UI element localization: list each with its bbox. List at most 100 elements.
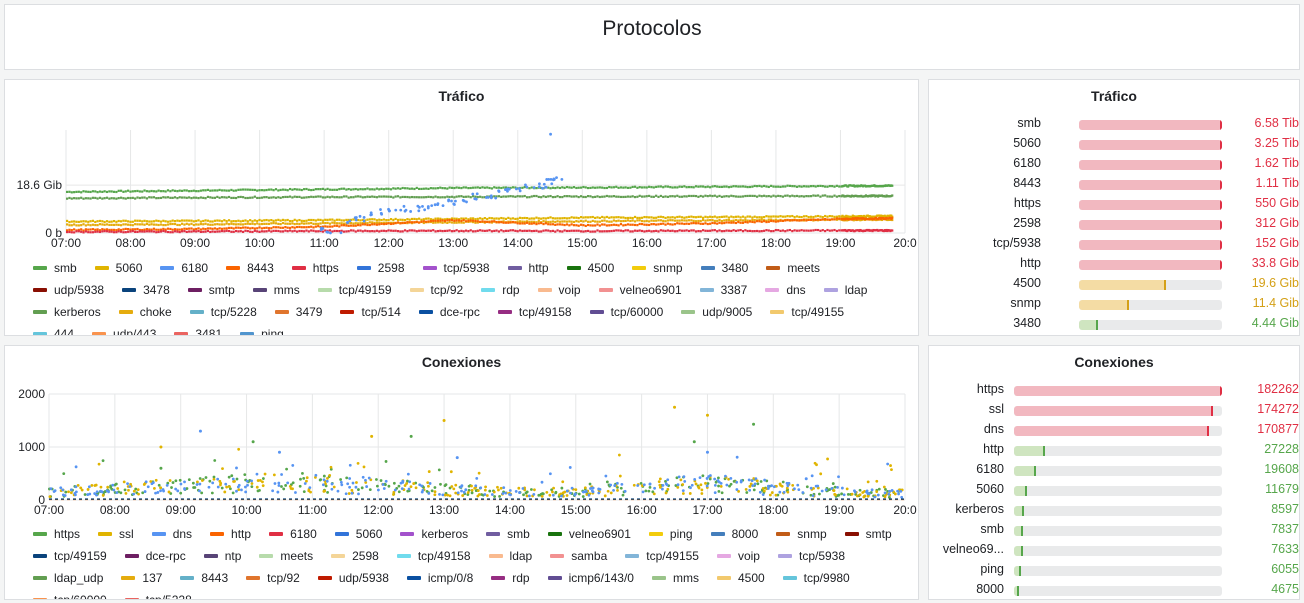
legend-item[interactable]: voip bbox=[537, 279, 581, 301]
bar-row[interactable]: kerberos 8597 bbox=[929, 502, 1299, 522]
bar-row[interactable]: smb 7837 bbox=[929, 522, 1299, 542]
legend-item[interactable]: udp/5938 bbox=[317, 567, 389, 589]
conn-bars-panel[interactable]: Conexiones https 182262 ssl 174272 dns 170877… bbox=[928, 345, 1300, 600]
legend-item[interactable]: 8443 bbox=[226, 257, 274, 279]
legend-item[interactable]: mms bbox=[252, 279, 300, 301]
bar-row[interactable]: 4500 19.6 Gib bbox=[929, 276, 1299, 296]
legend-item[interactable]: 3479 bbox=[274, 301, 322, 323]
conn-scatter-chart[interactable]: 07:00 08:00 09:00 10:00 11:00 12:00 13:00 14:00… bbox=[5, 382, 919, 552]
legend-item[interactable]: rdp bbox=[491, 567, 530, 589]
legend-item[interactable]: tcp/49155 bbox=[625, 545, 699, 567]
legend-item[interactable]: dce-rpc bbox=[418, 301, 480, 323]
legend-item[interactable]: mms bbox=[651, 567, 699, 589]
legend-item[interactable]: meets bbox=[766, 257, 820, 279]
bar-row[interactable]: dns 170877 bbox=[929, 422, 1299, 442]
legend-item[interactable]: dns bbox=[765, 279, 806, 301]
bar-row[interactable]: velneo69... 7633 bbox=[929, 542, 1299, 562]
legend-item[interactable]: 3481 bbox=[174, 323, 222, 335]
traffic-scatter-chart[interactable]: 07:00 08:00 09:00 10:00 11:00 12:00 13:00 14:00… bbox=[5, 120, 919, 290]
legend-item[interactable]: choke bbox=[118, 301, 172, 323]
legend-item[interactable]: 444 bbox=[33, 323, 74, 335]
legend-item[interactable]: tcp/92 bbox=[409, 279, 463, 301]
legend-item[interactable]: smtp bbox=[844, 523, 892, 545]
bar-row[interactable]: ping 6055 bbox=[929, 562, 1299, 582]
legend-item[interactable]: 137 bbox=[121, 567, 162, 589]
legend-item[interactable]: samba bbox=[550, 545, 607, 567]
legend-item[interactable]: 5060 bbox=[334, 523, 382, 545]
legend-item[interactable]: dns bbox=[151, 523, 192, 545]
legend-item[interactable]: velneo6901 bbox=[547, 523, 631, 545]
legend-item[interactable]: tcp/60000 bbox=[589, 301, 663, 323]
bar-row[interactable]: 8443 1.11 Tib bbox=[929, 176, 1299, 196]
legend-item[interactable]: 2598 bbox=[356, 257, 405, 279]
bar-row[interactable]: 6180 19608 bbox=[929, 462, 1299, 482]
bar-row[interactable]: ssl 174272 bbox=[929, 402, 1299, 422]
bar-row[interactable]: http 33.8 Gib bbox=[929, 256, 1299, 276]
legend-item[interactable]: udp/9005 bbox=[681, 301, 752, 323]
legend-item[interactable]: 5060 bbox=[94, 257, 142, 279]
legend-item[interactable]: ldap bbox=[823, 279, 867, 301]
legend-item[interactable]: tcp/60000 bbox=[33, 589, 107, 599]
bar-row[interactable]: http 27228 bbox=[929, 442, 1299, 462]
legend-item[interactable]: smb bbox=[33, 257, 77, 279]
legend-item[interactable]: ntp bbox=[203, 545, 241, 567]
legend-item[interactable]: rdp bbox=[481, 279, 520, 301]
bar-row[interactable]: 6180 1.62 Tib bbox=[929, 156, 1299, 176]
legend-item[interactable]: http bbox=[507, 257, 549, 279]
legend-item[interactable]: 3387 bbox=[699, 279, 747, 301]
legend-item[interactable]: smtp bbox=[187, 279, 235, 301]
legend-item[interactable]: 4500 bbox=[716, 567, 765, 589]
legend-item[interactable]: tcp/5938 bbox=[422, 257, 490, 279]
legend-item[interactable]: ldap_udp bbox=[33, 567, 103, 589]
legend-item[interactable]: 4500 bbox=[566, 257, 614, 279]
bar-row[interactable]: smb 6.58 Tib bbox=[929, 116, 1299, 136]
legend-item[interactable]: https bbox=[33, 523, 80, 545]
legend-item[interactable]: tcp/49159 bbox=[317, 279, 392, 301]
bar-row[interactable]: 5060 11679 bbox=[929, 482, 1299, 502]
legend-item[interactable]: 3478 bbox=[122, 279, 170, 301]
legend-item[interactable]: 8443 bbox=[180, 567, 228, 589]
legend-item[interactable]: https bbox=[291, 257, 339, 279]
legend-item[interactable]: tcp/49158 bbox=[497, 301, 572, 323]
legend-item[interactable]: 8000 bbox=[710, 523, 758, 545]
legend-item[interactable]: velneo6901 bbox=[598, 279, 682, 301]
bar-row[interactable]: https 550 Gib bbox=[929, 196, 1299, 216]
traffic-chart-panel[interactable]: Tráfico 07:00 08:00 09:00 10:00 11:00 12:00 13… bbox=[4, 79, 919, 336]
bar-row[interactable]: 3480 4.44 Gib bbox=[929, 316, 1299, 335]
bar-row[interactable]: 5060 3.25 Tib bbox=[929, 136, 1299, 156]
conn-chart-panel[interactable]: Conexiones 07:00 08:00 09:00 10:00 11:00 12:0… bbox=[4, 345, 919, 600]
legend-item[interactable]: http bbox=[210, 523, 251, 545]
legend-item[interactable]: 2598 bbox=[331, 545, 379, 567]
legend-item[interactable]: snmp bbox=[632, 257, 683, 279]
bar-row[interactable]: snmp 11.4 Gib bbox=[929, 296, 1299, 316]
legend-item[interactable]: 3480 bbox=[700, 257, 748, 279]
legend-item[interactable]: ping bbox=[240, 323, 284, 335]
legend-item[interactable]: icmp/0/8 bbox=[406, 567, 473, 589]
legend-item[interactable]: ldap bbox=[488, 545, 532, 567]
legend-item[interactable]: 6180 bbox=[160, 257, 208, 279]
legend-item[interactable]: tcp/49158 bbox=[396, 545, 471, 567]
legend-item[interactable]: tcp/5228 bbox=[189, 301, 257, 323]
legend-item[interactable]: tcp/514 bbox=[340, 301, 401, 323]
legend-item[interactable]: 6180 bbox=[269, 523, 317, 545]
legend-item[interactable]: snmp bbox=[776, 523, 827, 545]
legend-item[interactable]: kerberos bbox=[400, 523, 468, 545]
traffic-bars-panel[interactable]: Tráfico smb 6.58 Tib 5060 3.25 Tib 6180 1.62 … bbox=[928, 79, 1300, 336]
legend-item[interactable]: ping bbox=[648, 523, 693, 545]
bar-row[interactable]: 2598 312 Gib bbox=[929, 216, 1299, 236]
bar-row[interactable]: tcp/5938 152 Gib bbox=[929, 236, 1299, 256]
legend-item[interactable]: tcp/5938 bbox=[777, 545, 845, 567]
legend-item[interactable]: tcp/9980 bbox=[782, 567, 850, 589]
legend-item[interactable]: ssl bbox=[98, 523, 134, 545]
legend-item[interactable]: tcp/92 bbox=[246, 567, 300, 589]
legend-item[interactable]: smb bbox=[486, 523, 530, 545]
legend-item[interactable]: meets bbox=[259, 545, 313, 567]
legend-item[interactable]: udp/5938 bbox=[33, 279, 104, 301]
legend-item[interactable]: voip bbox=[716, 545, 760, 567]
bar-row[interactable]: 8000 4675 bbox=[929, 582, 1299, 599]
legend-item[interactable]: dce-rpc bbox=[124, 545, 186, 567]
legend-item[interactable]: udp/443 bbox=[92, 323, 156, 335]
bar-row[interactable]: https 182262 bbox=[929, 382, 1299, 402]
legend-item[interactable]: icmp6/143/0 bbox=[547, 567, 634, 589]
legend-item[interactable]: tcp/5228 bbox=[124, 589, 192, 599]
